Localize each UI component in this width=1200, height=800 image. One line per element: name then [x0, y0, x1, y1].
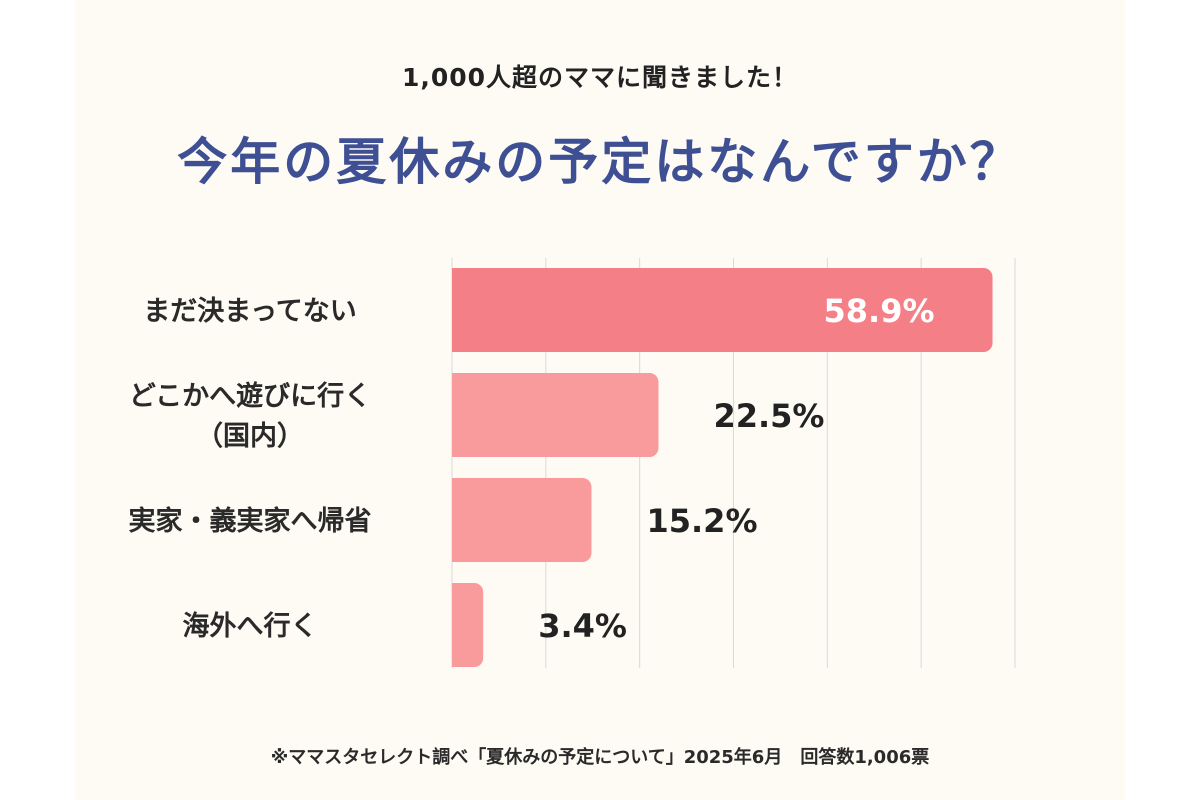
category-label: どこかへ遊びに行く（国内）: [129, 380, 371, 452]
category-label: 海外へ行く: [183, 610, 318, 642]
value-label: 58.9%: [824, 292, 935, 330]
bar-left-edge: [452, 268, 464, 352]
bar: [452, 478, 592, 562]
value-label: 22.5%: [713, 397, 824, 435]
bar-left-edge: [452, 478, 464, 562]
value-label: 15.2%: [646, 502, 757, 540]
category-label: まだ決まってない: [143, 296, 357, 327]
chart-title: 今年の夏休みの予定はなんですか？: [177, 133, 1023, 191]
bar-left-edge: [452, 373, 464, 457]
bar-left-edge: [452, 583, 464, 667]
bar: [452, 373, 659, 457]
category-label: 実家・義実家へ帰省: [129, 505, 372, 537]
bar: [452, 268, 993, 352]
value-label: 3.4%: [538, 607, 627, 645]
chart-subtitle: 1,000人超のママに聞きました！: [401, 63, 799, 92]
survey-footnote: ※ママスタセレクト調べ「夏休みの予定について」2025年6月 回答数1,006票: [270, 747, 930, 768]
